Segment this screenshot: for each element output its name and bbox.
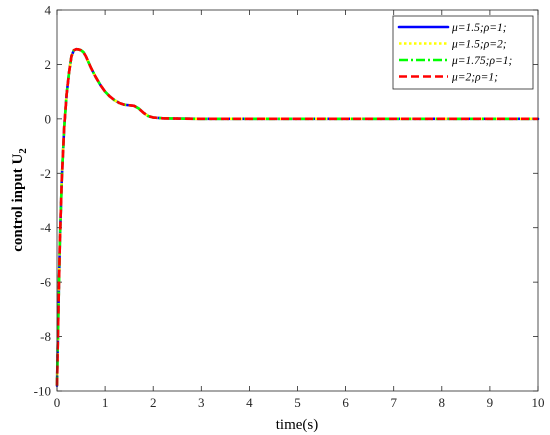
legend-label-2: μ=1.75;ρ=1; <box>451 55 513 67</box>
y-axis-label-main: control input U <box>10 154 26 252</box>
x-axis-label: time(s) <box>276 417 319 433</box>
y-tick-label-2: -6 <box>40 275 51 290</box>
series-line-3 <box>55 47 538 386</box>
x-tick-label-10: 10 <box>532 395 545 410</box>
y-axis-label: control input U2 <box>10 148 29 252</box>
x-tick-label-1: 1 <box>102 395 109 410</box>
y-tick-label-7: 4 <box>45 3 52 18</box>
x-tick-label-4: 4 <box>246 395 253 410</box>
y-tick-label-5: 0 <box>45 111 52 126</box>
legend-label-3: μ=2;ρ=1; <box>451 72 498 84</box>
series-lines <box>55 47 540 387</box>
plot-frame <box>56 9 539 392</box>
y-tick-label-0: -10 <box>34 384 51 399</box>
legend-label-0: μ=1.5;ρ=1; <box>451 22 507 34</box>
x-tick-label-9: 9 <box>487 395 494 410</box>
x-tick-label-2: 2 <box>150 395 157 410</box>
legend: μ=1.5;ρ=1; μ=1.5;ρ=2; μ=1.75;ρ=1; μ=2;ρ=1; <box>392 15 534 90</box>
x-tick-label-5: 5 <box>294 395 301 410</box>
y-tick-label-4: -2 <box>40 166 51 181</box>
tick-labels: 0 1 2 3 4 5 6 7 8 9 10 -10 -8 -6 -4 -2 0 2 4 <box>34 3 545 411</box>
x-tick-label-8: 8 <box>439 395 446 410</box>
y-axis-label-subscript: 2 <box>17 148 29 154</box>
x-tick-label-0: 0 <box>54 395 61 410</box>
x-tick-label-6: 6 <box>342 395 349 410</box>
legend-entries: μ=1.5;ρ=1; μ=1.5;ρ=2; μ=1.75;ρ=1; μ=2;ρ=1; <box>397 22 513 84</box>
x-tick-label-7: 7 <box>390 395 397 410</box>
y-tick-label-1: -8 <box>40 329 51 344</box>
legend-label-1: μ=1.5;ρ=2; <box>451 39 507 51</box>
y-tick-label-3: -4 <box>40 220 51 235</box>
x-tick-label-3: 3 <box>198 395 205 410</box>
y-tick-label-6: 2 <box>45 57 52 72</box>
